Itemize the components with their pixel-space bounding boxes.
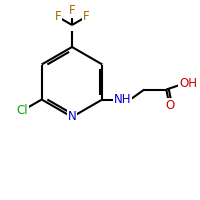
Text: O: O <box>166 99 175 112</box>
Text: Cl: Cl <box>17 104 28 117</box>
Text: F: F <box>69 4 75 18</box>
Text: OH: OH <box>179 77 197 90</box>
Text: F: F <box>83 10 89 23</box>
Text: N: N <box>68 110 76 123</box>
Text: NH: NH <box>114 93 131 106</box>
Text: F: F <box>55 10 61 23</box>
